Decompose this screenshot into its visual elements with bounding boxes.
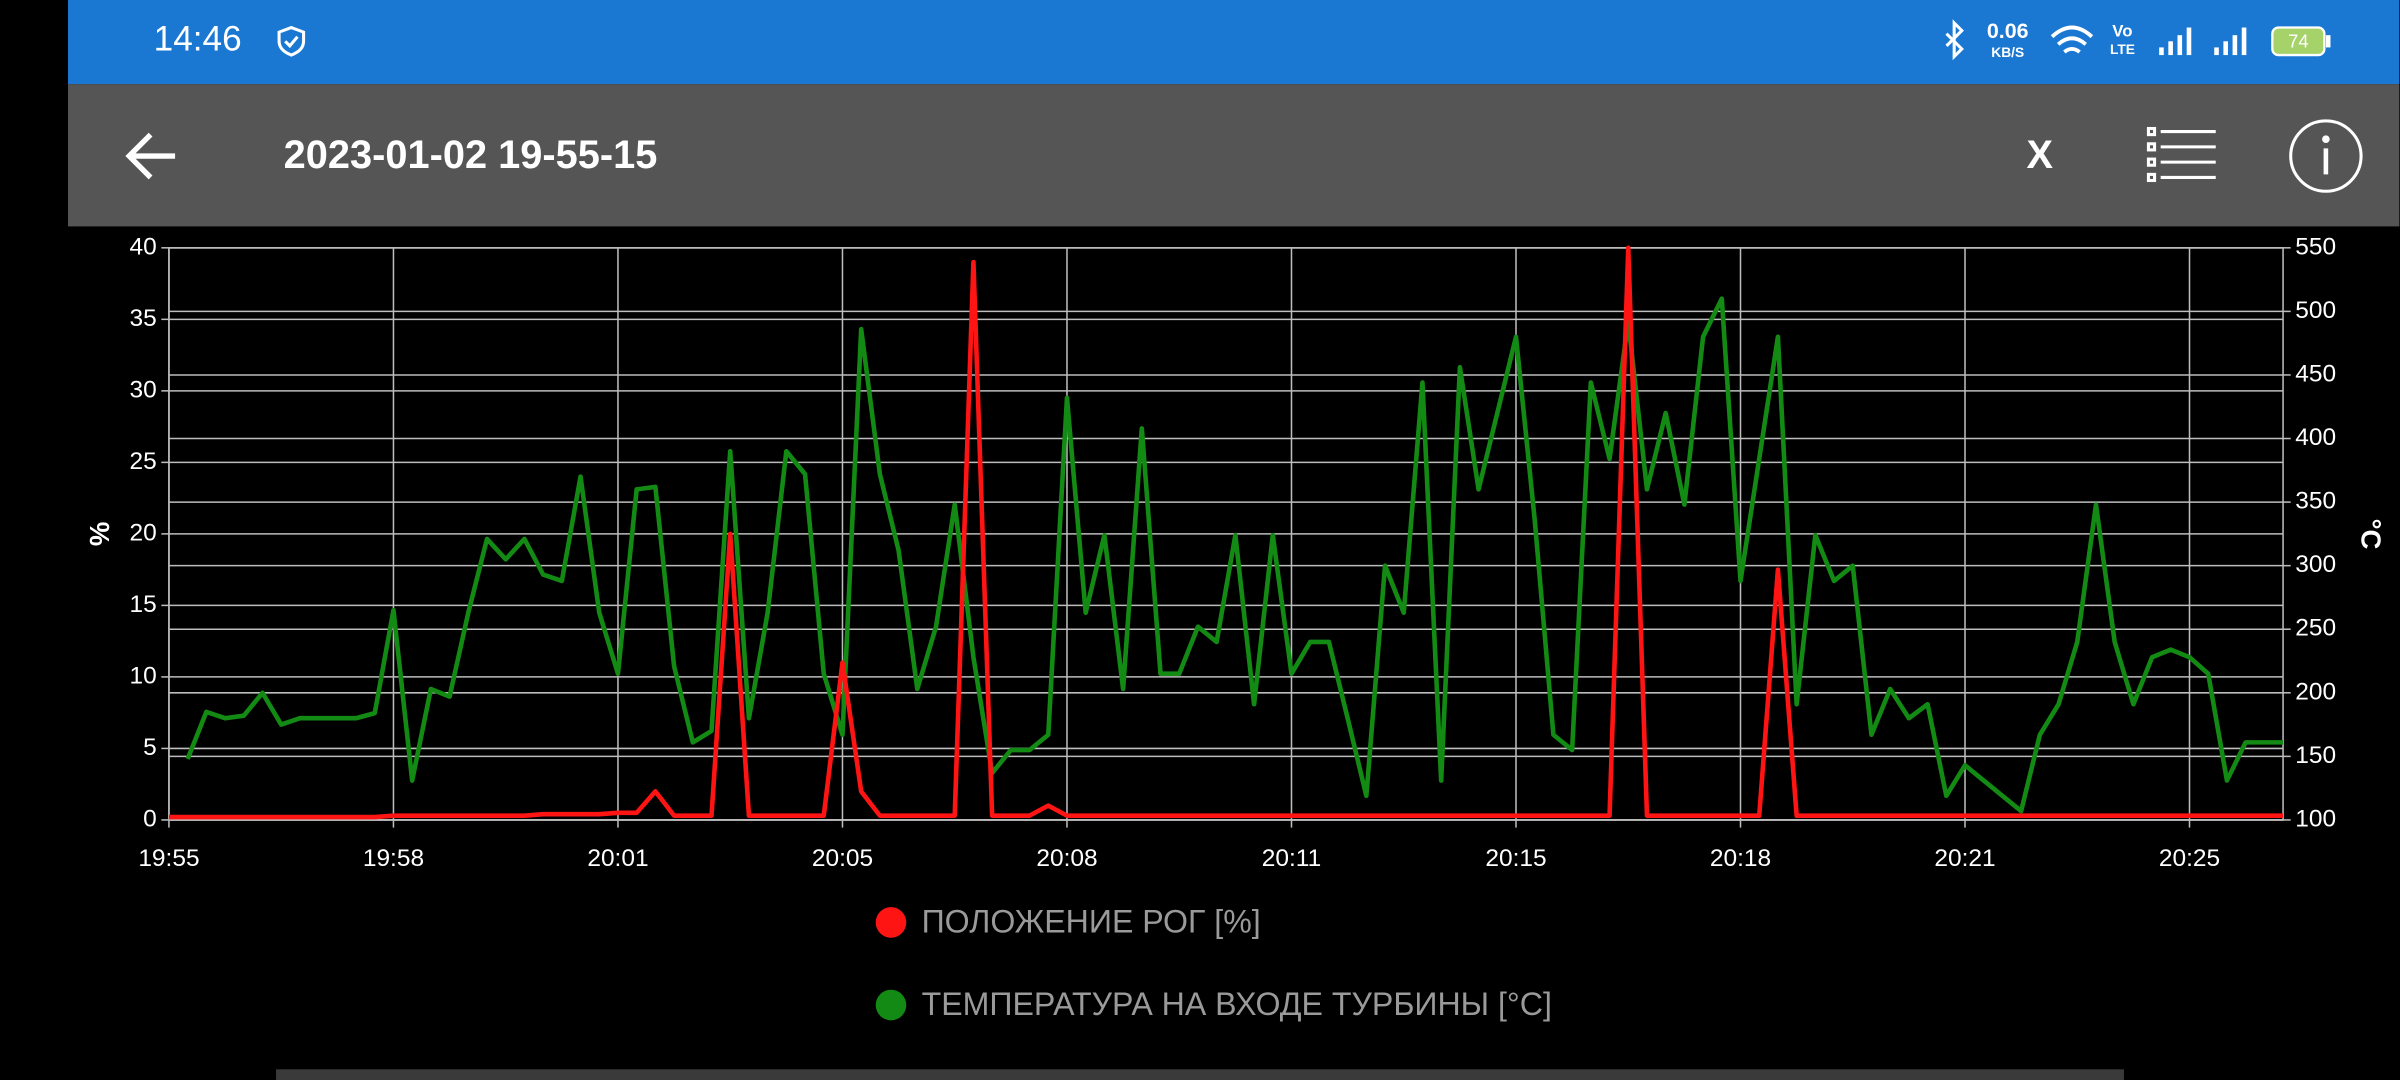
volte-bottom: LTE — [2110, 42, 2135, 57]
volte-top: Vo — [2112, 22, 2132, 41]
battery — [2271, 26, 2326, 57]
x-tick-label: 20:15 — [1485, 845, 1546, 872]
x-tick-label: 20:21 — [1934, 845, 1995, 872]
status-time: 14:46 — [154, 20, 242, 59]
series-line — [185, 296, 2284, 814]
y2-tick-label: 500 — [2295, 297, 2336, 324]
y-tick-label: 20 — [129, 519, 156, 546]
toolbar-title: 2023-01-02 19-55-15 — [284, 133, 658, 177]
legend-marker — [875, 907, 907, 938]
net-speed: 0.06 — [1987, 19, 2029, 43]
battery-tip — [2325, 35, 2331, 48]
y-tick-label: 25 — [129, 448, 156, 475]
y-tick-label: 0 — [143, 805, 157, 832]
x-tick-label: 19:55 — [138, 845, 199, 872]
y2-axis-title: °C — [2355, 518, 2386, 549]
back-button[interactable] — [125, 132, 176, 180]
y-tick-label: 5 — [143, 734, 157, 761]
bluetooth-icon — [1945, 19, 1964, 61]
y-axis-title: % — [84, 522, 115, 546]
y-tick-label: 10 — [129, 662, 156, 689]
info-button[interactable] — [2289, 119, 2363, 193]
x-tick-label: 20:05 — [812, 845, 873, 872]
y2-tick-label: 100 — [2295, 805, 2336, 832]
signal-icons — [2159, 27, 2247, 56]
shield-icon — [277, 25, 306, 57]
toolbar — [67, 84, 2400, 227]
plot-frame — [168, 247, 2284, 821]
series-line — [168, 245, 2284, 820]
wifi-icon — [2050, 25, 2094, 54]
status-bar — [67, 0, 2400, 85]
list-button[interactable] — [2146, 126, 2216, 183]
scrollbar — [276, 1069, 2124, 1080]
close-button[interactable]: X — [2027, 133, 2054, 177]
x-tick-label: 20:08 — [1036, 845, 1097, 872]
legend-label: ПОЛОЖЕНИЕ РОГ [%] — [922, 903, 1261, 939]
y2-tick-label: 200 — [2295, 678, 2336, 705]
y2-tick-label: 300 — [2295, 551, 2336, 578]
x-tick-label: 20:01 — [587, 845, 648, 872]
x-tick-label: 19:58 — [363, 845, 424, 872]
x-tick-label: 20:18 — [1710, 845, 1771, 872]
x-tick-label: 20:11 — [1262, 845, 1321, 872]
y-tick-label: 30 — [129, 376, 156, 403]
y2-tick-label: 550 — [2295, 233, 2336, 260]
x-tick-label: 20:25 — [2159, 845, 2220, 872]
battery-level: 74 — [2288, 31, 2308, 52]
y-tick-label: 40 — [129, 233, 156, 260]
y2-tick-label: 450 — [2295, 360, 2336, 387]
y-tick-label: 35 — [129, 305, 156, 332]
y2-tick-label: 250 — [2295, 615, 2336, 642]
y2-tick-label: 400 — [2295, 424, 2336, 451]
y2-tick-label: 350 — [2295, 488, 2336, 515]
legend-label: ТЕМПЕРАТУРА НА ВХОДЕ ТУРБИНЫ [°C] — [922, 986, 1552, 1022]
y-tick-label: 15 — [129, 591, 156, 618]
y2-tick-label: 150 — [2295, 742, 2336, 769]
net-unit: KB/S — [1991, 45, 2024, 60]
legend-marker — [875, 989, 907, 1021]
chart: 0 5 10 15 20 25 30 35 40 100 150 200 250 300 350 400 450… — [84, 233, 2387, 1022]
